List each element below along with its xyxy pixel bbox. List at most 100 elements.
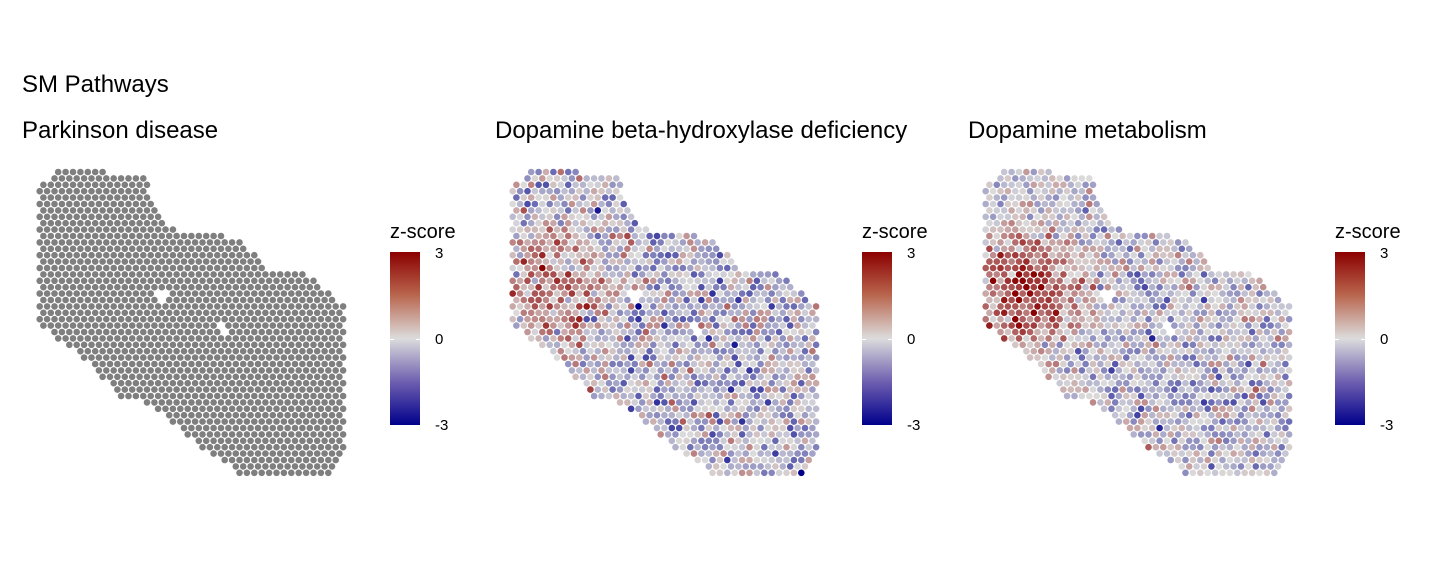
spot [317,341,325,349]
spot [1282,360,1289,368]
spot [1256,354,1263,361]
spot [1119,296,1126,304]
spot [273,392,280,400]
spot [177,405,184,413]
spot [993,194,1001,201]
spot [550,258,557,265]
spot [1141,258,1149,265]
spot [1134,322,1141,329]
spot [128,373,136,381]
spot [247,463,254,470]
spot [217,411,225,419]
spot [583,200,590,208]
spot [165,322,173,329]
spot [36,303,43,310]
spot [1130,277,1137,285]
spot [997,239,1004,246]
spot [1152,443,1160,451]
spot [520,207,528,214]
spot [1104,219,1112,227]
spot [1089,399,1097,406]
spot [80,264,88,272]
spot [561,187,568,195]
spot [1126,424,1134,432]
spot [705,258,713,265]
spot [254,271,262,278]
spot [513,232,520,240]
spot [58,328,66,336]
spot [125,187,132,195]
spot [613,277,620,285]
spot [1141,360,1149,368]
spot [1167,303,1174,310]
spot [579,296,587,304]
spot [679,239,687,246]
spot [1041,239,1049,246]
spot [288,392,295,400]
spot [328,373,336,381]
spot [653,283,661,291]
spot [1226,392,1234,400]
spot [1226,290,1234,297]
spot [527,283,535,291]
spot [291,373,299,381]
spot [140,187,147,195]
spot [206,418,214,425]
spot [117,328,125,336]
spot [125,251,132,259]
spot [1145,443,1152,451]
spot [631,283,639,291]
spot [1097,386,1104,393]
spot [202,373,210,381]
spot [66,226,73,233]
spot [132,303,140,310]
spot [262,335,269,342]
spot [221,251,228,259]
spot [1126,258,1134,265]
spot [177,277,184,285]
spot [1145,264,1152,272]
spot [1089,309,1097,317]
spot [561,226,568,233]
spot [247,450,254,457]
spot [986,309,993,317]
spot [1178,296,1186,304]
spot [239,245,247,253]
spot [1152,303,1160,310]
spot [1167,239,1174,246]
spot [1093,328,1100,336]
spot [616,245,624,253]
spot [568,187,576,195]
spot [993,258,1001,265]
spot [1126,347,1134,355]
spot [572,181,579,189]
spot [69,168,77,176]
spot [310,277,317,285]
spot [95,200,103,208]
spot [225,399,232,406]
spot [709,251,716,259]
spot [583,239,590,246]
spot [1252,437,1260,445]
spot [1108,341,1115,349]
spot [1134,232,1141,240]
spot [173,258,180,265]
spot [295,367,303,374]
spot [225,296,232,304]
spot [1152,431,1160,438]
spot [679,290,687,297]
spot [84,322,92,329]
spot [1086,367,1093,374]
spot [731,264,738,272]
spot [601,232,609,240]
spot [997,303,1004,310]
spot [302,405,310,413]
spot [1063,277,1071,285]
spot [1230,437,1237,445]
spot [1030,271,1038,278]
spot [1185,335,1193,342]
spot [339,341,347,349]
spot [520,219,528,227]
spot [561,303,568,310]
spot [661,271,668,278]
